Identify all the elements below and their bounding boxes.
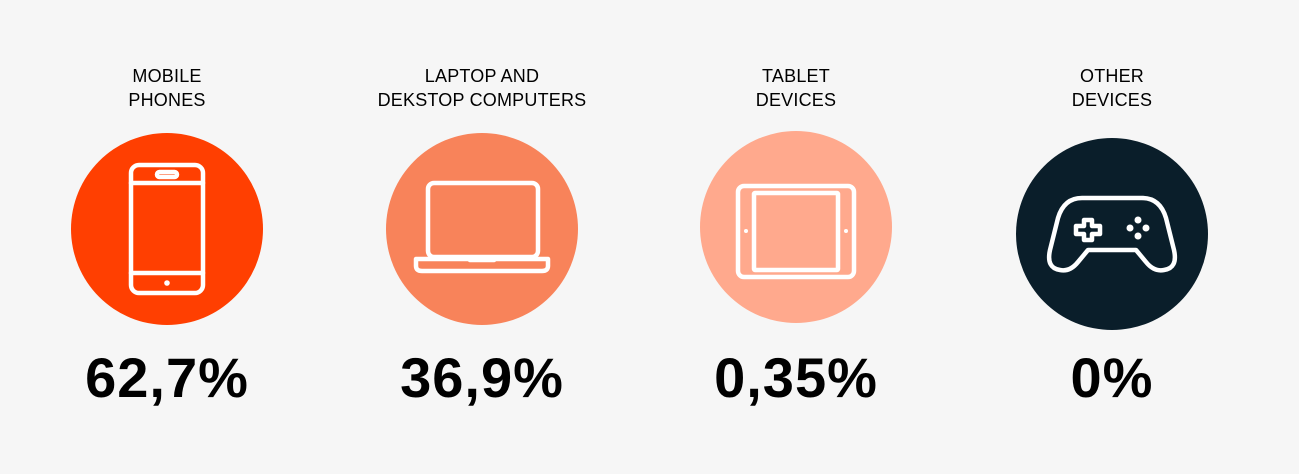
stat-label: MOBILE PHONES [17,64,317,112]
stat-label-line2: PHONES [128,90,206,110]
mobile-phone-icon [128,162,206,296]
tablet-circle [700,131,892,323]
stat-label-line2: DEVICES [755,90,837,110]
stat-value: 36,9% [400,346,564,409]
stat-label: OTHER DEVICES [962,64,1262,112]
stat-label-line1: LAPTOP AND [424,66,540,86]
stat-label: LAPTOP AND DEKSTOP COMPUTERS [332,64,632,112]
stat-label-line1: MOBILE [132,66,202,86]
stat-other-devices: OTHER DEVICES 0% [962,0,1262,474]
stat-label: TABLET DEVICES [646,64,946,112]
stat-mobile-phones: MOBILE PHONES 62,7% [17,0,317,474]
stat-label-line2: DEKSTOP COMPUTERS [377,90,587,110]
stat-tablet-devices: TABLET DEVICES 0,35% [646,0,946,474]
gamepad-circle [1016,138,1208,330]
mobile-phone-circle [71,133,263,325]
laptop-circle [386,133,578,325]
gamepad-icon [1046,195,1178,273]
stat-label-line1: TABLET [762,66,830,86]
stat-laptop-desktop: LAPTOP AND DEKSTOP COMPUTERS 36,9% [332,0,632,474]
stat-value: 0,35% [714,346,878,409]
stat-label-line1: OTHER [1080,66,1144,86]
tablet-icon [735,183,857,280]
stat-value: 0% [1070,346,1154,409]
stat-value: 62,7% [85,346,249,409]
laptop-icon [413,180,551,274]
stat-label-line2: DEVICES [1071,90,1153,110]
